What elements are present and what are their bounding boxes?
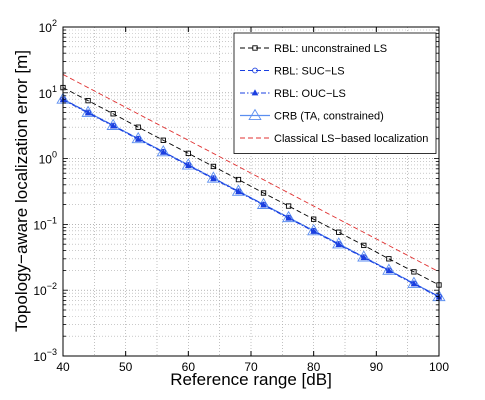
data-point [285,203,292,209]
legend-marker [251,89,259,96]
data-point [307,224,321,236]
legend: RBL: unconstrained LS RBL: SUC−LS RBL: OUC… [233,32,437,154]
data-point [134,135,142,142]
data-point [109,122,117,129]
data-point [285,214,292,221]
data-point [231,184,246,196]
series-4 [62,74,440,273]
legend-marker [252,45,258,51]
data-point [185,150,191,157]
data-point [206,171,221,183]
legend-marker [252,67,258,74]
data-point [260,201,267,208]
data-point [85,97,91,104]
y-tick-label: 10−1 [33,215,57,232]
data-point [159,148,167,155]
data-point [110,111,116,117]
legend-label: CRB (TA, constrained) [274,111,384,123]
y-axis-label: Topology−aware localization error [m] [12,50,31,332]
data-point [386,256,392,262]
series-layer [56,74,446,302]
data-point [335,240,343,247]
legend-item: RBL: OUC−LS [240,88,346,100]
legend-item: CRB (TA, constrained) [240,108,384,123]
x-tick-label: 80 [307,360,321,374]
y-tick-label: 100 [39,150,57,167]
x-tick-label: 50 [119,360,133,374]
series-line [62,98,440,297]
data-point [385,267,393,274]
data-point [410,280,418,287]
data-point [281,210,296,223]
y-tick-label: 10−2 [33,281,57,298]
series-line [62,99,440,298]
x-tick-label: 70 [244,360,258,374]
series-line [62,87,440,286]
x-axis-label: Reference range [dB] [170,370,332,389]
legend-item: Classical LS−based localization [240,133,428,145]
series-line [62,74,440,273]
data-point [210,163,217,170]
data-point [260,190,267,196]
legend-label: Classical LS−based localization [274,133,428,145]
data-point [84,109,92,116]
legend-label: RBL: unconstrained LS [274,43,387,55]
legend-item: RBL: unconstrained LS [240,43,387,55]
data-point [311,216,317,222]
x-tick-label: 40 [56,360,70,374]
x-tick-label: 90 [370,360,384,374]
data-point [411,269,417,275]
legend-label: RBL: OUC−LS [274,88,346,100]
data-point [185,161,192,169]
y-tick-label: 102 [39,18,57,35]
legend-box [233,32,437,154]
y-tick-label: 101 [39,84,57,101]
ticks: 40 50 60 70 80 90 100 10−3 10−2 10−1 100 101 102 [33,18,449,374]
series-2 [59,96,443,300]
data-point [310,227,317,234]
data-point [361,242,367,249]
x-tick-label: 100 [429,360,449,374]
data-point [135,124,141,130]
data-point [160,137,166,143]
data-point [235,188,242,195]
data-point [336,229,342,235]
data-point [235,176,242,183]
data-point [210,175,217,182]
x-tick-label: 60 [182,360,196,374]
y-tick-label: 10−3 [33,347,57,364]
legend-item: RBL: SUC−LS [240,66,345,78]
legend-marker [248,108,262,121]
series-0 [60,84,442,288]
legend-label: RBL: SUC−LS [274,66,345,78]
data-point [360,254,368,261]
